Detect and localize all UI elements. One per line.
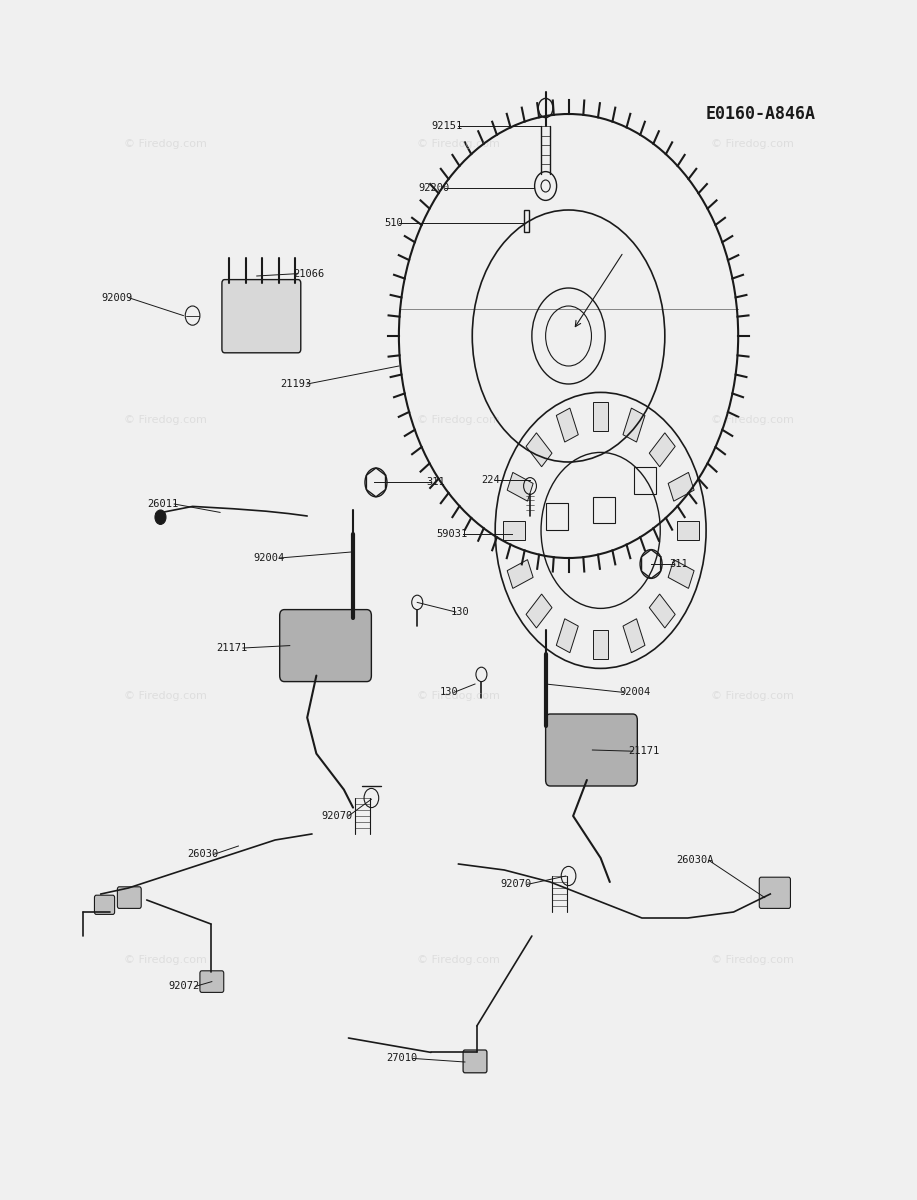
Circle shape xyxy=(155,510,166,524)
Text: 26011: 26011 xyxy=(148,499,179,509)
Bar xyxy=(649,433,675,467)
Bar xyxy=(546,503,568,529)
Text: 21171: 21171 xyxy=(628,746,659,756)
Text: © Firedog.com: © Firedog.com xyxy=(711,139,793,149)
Bar xyxy=(623,408,645,442)
Text: © Firedog.com: © Firedog.com xyxy=(417,139,500,149)
FancyBboxPatch shape xyxy=(280,610,371,682)
Text: 26030: 26030 xyxy=(187,850,218,859)
Bar xyxy=(592,497,614,523)
Bar xyxy=(593,402,608,431)
FancyBboxPatch shape xyxy=(759,877,790,908)
Bar xyxy=(557,408,579,442)
Bar xyxy=(677,521,699,540)
Text: © Firedog.com: © Firedog.com xyxy=(711,415,793,425)
Text: 27010: 27010 xyxy=(386,1054,417,1063)
FancyBboxPatch shape xyxy=(94,895,115,914)
Text: 21171: 21171 xyxy=(216,643,248,653)
Text: E0160-A846A: E0160-A846A xyxy=(706,104,816,122)
FancyBboxPatch shape xyxy=(222,280,301,353)
Bar xyxy=(623,619,645,653)
Text: 92070: 92070 xyxy=(501,880,532,889)
Text: 311: 311 xyxy=(669,559,688,569)
Text: 26030A: 26030A xyxy=(676,856,713,865)
Text: 92072: 92072 xyxy=(169,982,200,991)
Bar xyxy=(649,594,675,628)
Bar xyxy=(526,594,552,628)
Text: 59031: 59031 xyxy=(436,529,468,539)
Bar xyxy=(668,559,694,588)
Text: 311: 311 xyxy=(426,478,445,487)
Text: © Firedog.com: © Firedog.com xyxy=(417,691,500,701)
FancyBboxPatch shape xyxy=(546,714,637,786)
Text: © Firedog.com: © Firedog.com xyxy=(124,955,206,965)
Text: 224: 224 xyxy=(481,475,500,485)
FancyBboxPatch shape xyxy=(117,887,141,908)
Text: © Firedog.com: © Firedog.com xyxy=(417,415,500,425)
Text: 92004: 92004 xyxy=(253,553,284,563)
FancyBboxPatch shape xyxy=(200,971,224,992)
Bar xyxy=(524,210,529,232)
Text: 130: 130 xyxy=(451,607,470,617)
Text: 92070: 92070 xyxy=(322,811,353,821)
Text: © Firedog.com: © Firedog.com xyxy=(711,691,793,701)
Text: 21193: 21193 xyxy=(281,379,312,389)
Text: 92200: 92200 xyxy=(418,184,449,193)
Text: 21066: 21066 xyxy=(293,269,325,278)
Text: 130: 130 xyxy=(440,688,458,697)
Bar xyxy=(507,473,533,502)
Bar xyxy=(503,521,525,540)
Text: 92004: 92004 xyxy=(619,688,650,697)
Text: 92151: 92151 xyxy=(432,121,463,131)
Text: © Firedog.com: © Firedog.com xyxy=(124,691,206,701)
Bar xyxy=(635,467,657,493)
Text: © Firedog.com: © Firedog.com xyxy=(711,955,793,965)
Text: © Firedog.com: © Firedog.com xyxy=(417,955,500,965)
FancyBboxPatch shape xyxy=(463,1050,487,1073)
Text: © Firedog.com: © Firedog.com xyxy=(124,415,206,425)
Bar xyxy=(526,433,552,467)
Bar xyxy=(507,559,533,588)
Bar xyxy=(593,630,608,659)
Bar xyxy=(668,473,694,502)
Text: 510: 510 xyxy=(385,218,403,228)
Text: © Firedog.com: © Firedog.com xyxy=(124,139,206,149)
Text: 92009: 92009 xyxy=(102,293,133,302)
Bar xyxy=(557,619,579,653)
